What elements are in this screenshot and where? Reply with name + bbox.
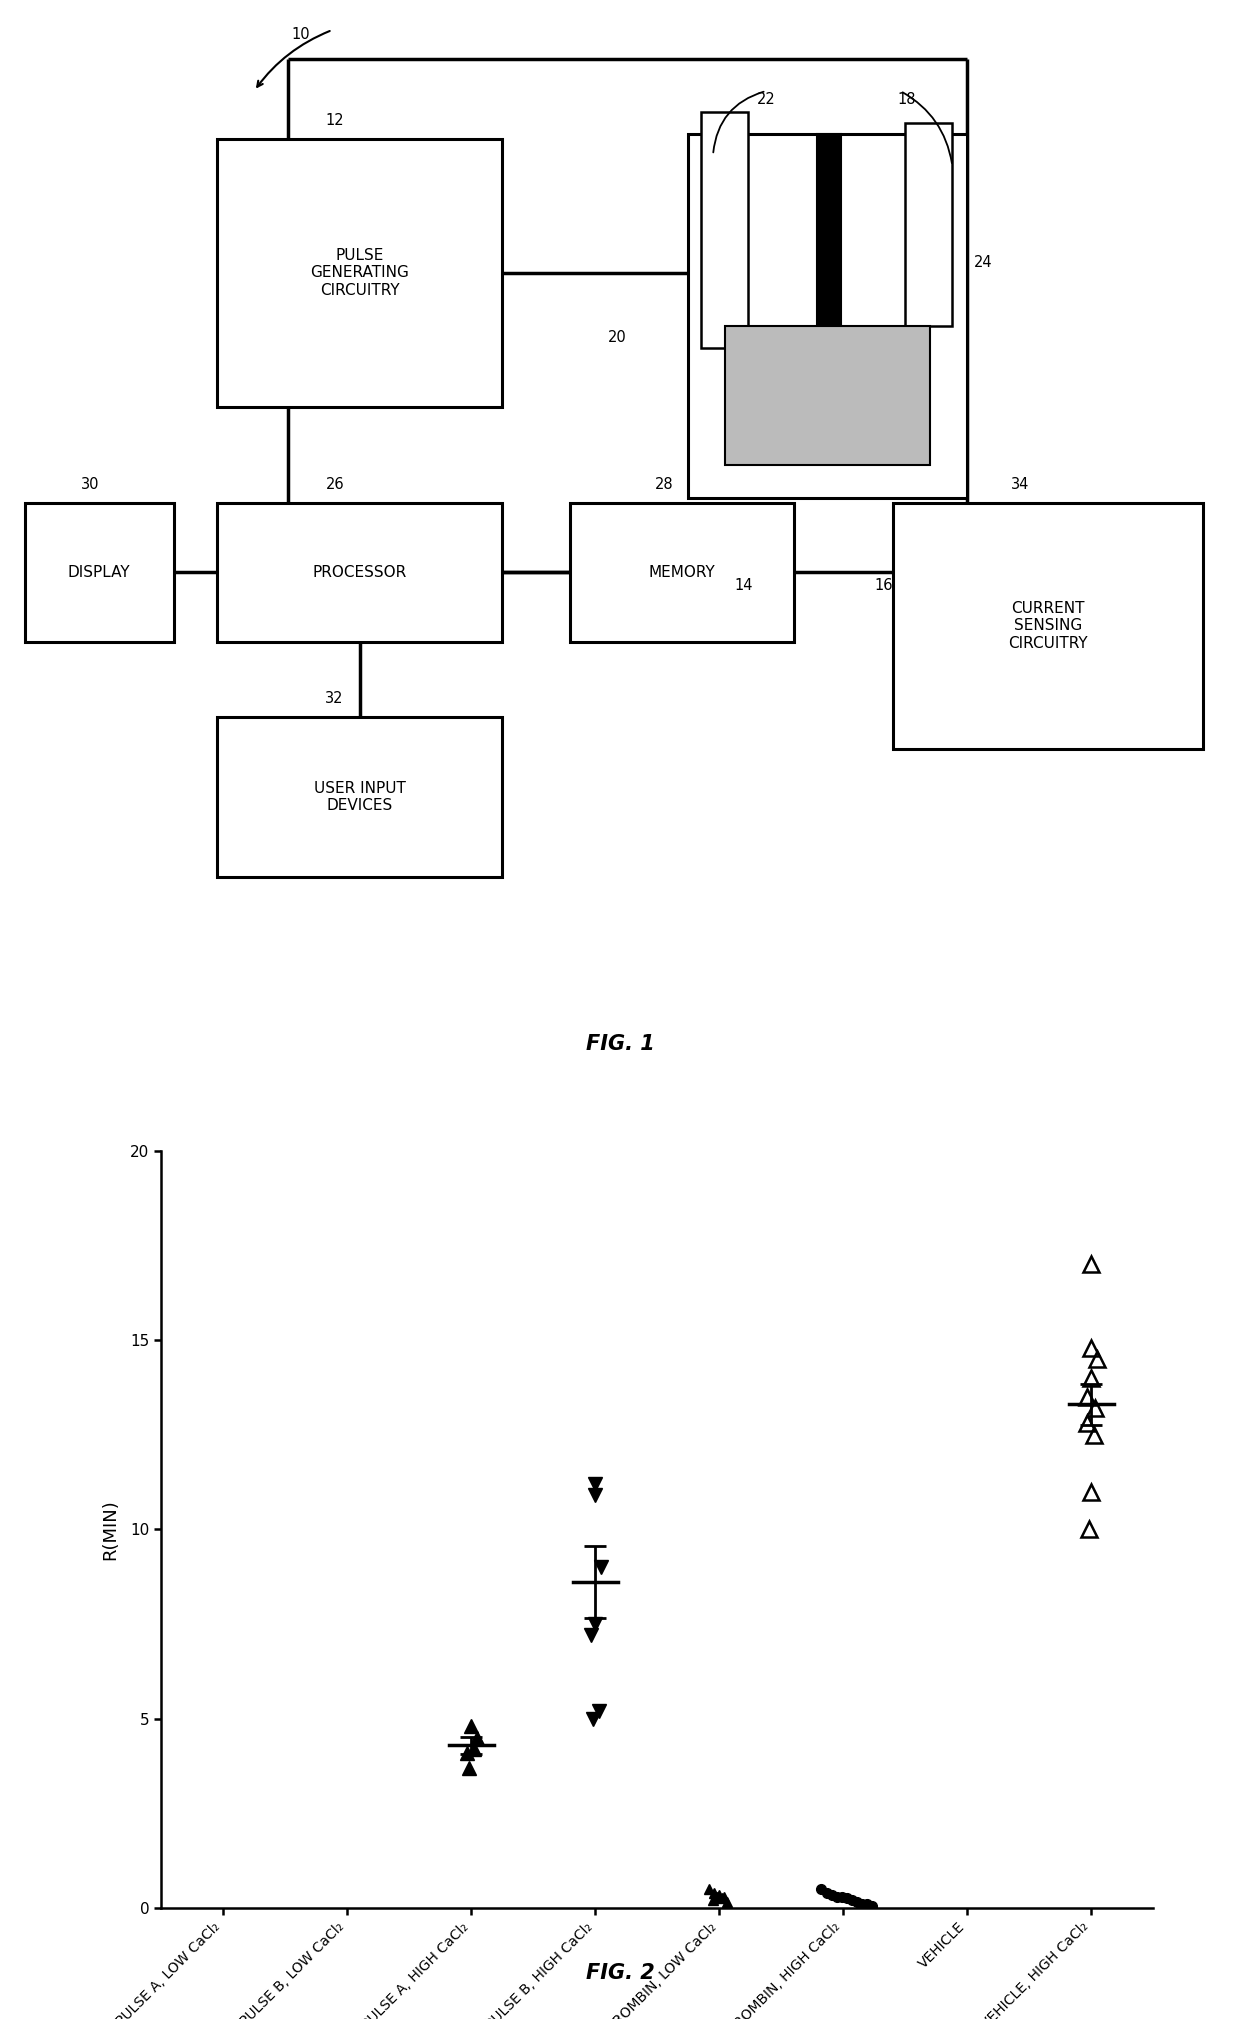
Bar [217,503,502,642]
Text: PROCESSOR: PROCESSOR [312,565,407,579]
Y-axis label: R(MIN): R(MIN) [100,1498,119,1561]
Text: FIG. 1: FIG. 1 [585,1034,655,1054]
Bar [701,113,748,347]
Bar [905,123,952,327]
Bar [725,327,930,466]
Text: USER INPUT
DEVICES: USER INPUT DEVICES [314,781,405,814]
Text: 22: 22 [756,93,776,107]
Text: DISPLAY: DISPLAY [68,565,130,579]
Text: 30: 30 [82,476,100,493]
Text: 10: 10 [291,26,310,42]
Text: 14: 14 [735,577,753,594]
Bar [25,503,174,642]
Text: 24: 24 [973,254,992,271]
Text: FIG. 2: FIG. 2 [585,1962,655,1983]
Bar [688,133,967,497]
Bar [817,133,842,412]
Text: 20: 20 [608,329,626,345]
Text: 26: 26 [325,476,343,493]
Text: 16: 16 [874,577,893,594]
Text: PULSE
GENERATING
CIRCUITRY: PULSE GENERATING CIRCUITRY [310,248,409,297]
Bar [217,717,502,878]
Text: 28: 28 [655,476,673,493]
Text: 32: 32 [325,690,343,707]
Bar [217,139,502,406]
Text: MEMORY: MEMORY [649,565,715,579]
Text: CURRENT
SENSING
CIRCUITRY: CURRENT SENSING CIRCUITRY [1008,602,1087,650]
Text: 12: 12 [325,113,343,129]
Text: 34: 34 [1011,476,1029,493]
Text: 18: 18 [898,93,916,107]
Bar [570,503,794,642]
Bar [893,503,1203,749]
